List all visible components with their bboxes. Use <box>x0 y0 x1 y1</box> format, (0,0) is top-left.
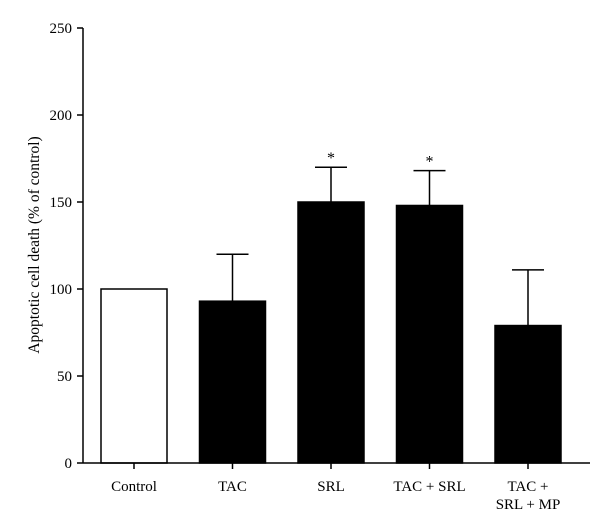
axes-group <box>77 27 590 469</box>
y-axis-title: Apoptotic cell death (% of control) <box>26 136 43 353</box>
error-bars-group <box>216 166 544 326</box>
bar <box>198 300 267 464</box>
x-tick-label: SRL <box>317 479 345 495</box>
y-tick-label: 50 <box>57 369 72 385</box>
x-tick-label: TAC <box>218 479 247 495</box>
bar <box>395 204 464 464</box>
bar <box>494 324 562 464</box>
y-tick-label: 150 <box>50 195 73 211</box>
y-tick-label: 250 <box>50 21 73 37</box>
x-tick-label: Control <box>111 479 157 495</box>
y-tick-label: 100 <box>50 282 73 298</box>
x-tick-label: SRL + MP <box>496 497 561 513</box>
bar <box>297 201 365 464</box>
y-tick-label: 0 <box>65 456 73 472</box>
y-tick-label: 200 <box>50 108 73 124</box>
significance-marker: * <box>327 150 335 167</box>
significance-marker: * <box>426 154 434 171</box>
labels-group: * * 0 50 100 150 200 250 Control TAC SRL TAC + SRL T… <box>50 21 561 513</box>
bar <box>100 288 168 464</box>
x-tick-label: TAC + SRL <box>393 479 465 495</box>
bars-group <box>100 201 562 464</box>
x-tick-label: TAC + <box>507 479 548 495</box>
